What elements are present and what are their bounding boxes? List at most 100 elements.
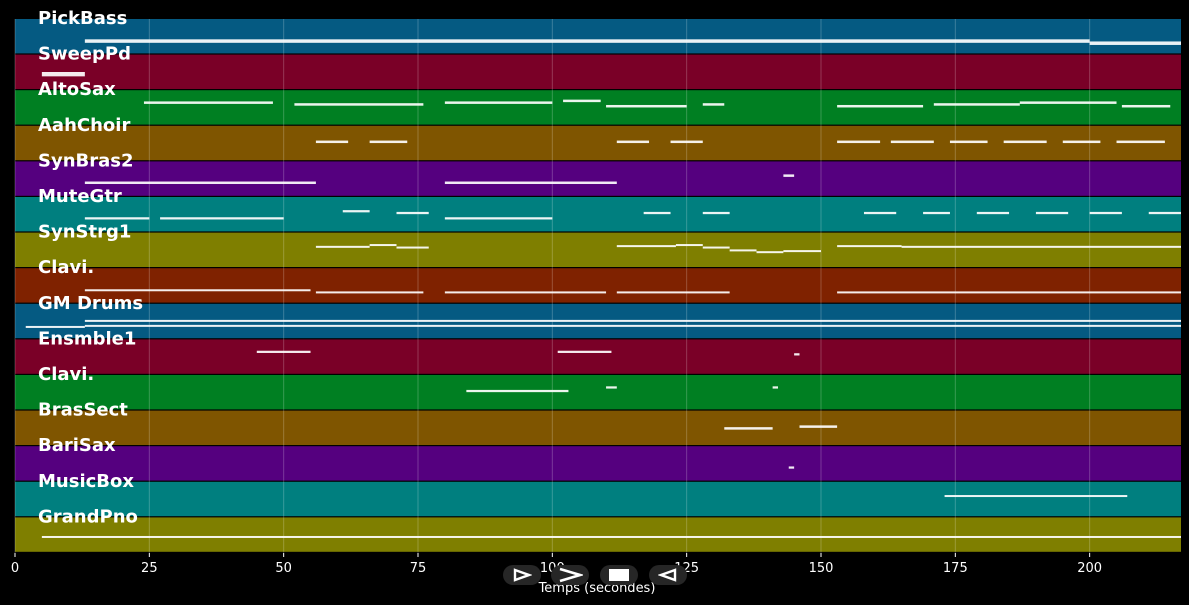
note-block [670, 140, 703, 144]
track-band [15, 54, 1181, 89]
note-block [466, 389, 569, 393]
note-block [444, 291, 607, 294]
note-block [41, 535, 1182, 538]
note-block [143, 101, 273, 104]
track-band [15, 410, 1181, 445]
note-block [1089, 211, 1122, 215]
note-block [563, 99, 601, 103]
note-block [783, 250, 821, 253]
track-label: AahChoir [38, 115, 130, 136]
note-block [256, 350, 311, 353]
note-block [788, 466, 795, 469]
note-block [84, 181, 316, 185]
note-block [616, 140, 650, 144]
note-block [557, 350, 612, 353]
track-band [15, 446, 1181, 481]
track-band [15, 481, 1181, 517]
note-block [1121, 104, 1171, 108]
track-labels: PickBass SweepPd AltoSax AahChoir SynBras2 Mu… [38, 8, 143, 527]
track-label: PickBass [38, 8, 127, 29]
note-block [702, 103, 725, 106]
tracks-layer [15, 19, 1181, 552]
note-block [1062, 140, 1101, 144]
note-block [702, 246, 730, 249]
note-block [1116, 140, 1165, 144]
note-block [160, 217, 284, 220]
note-block [933, 103, 1020, 106]
note-block [837, 245, 902, 248]
track-label: Clavi. [38, 257, 94, 278]
x-tick-label: 75 [410, 561, 427, 576]
note-block [444, 101, 553, 104]
note-block [724, 427, 773, 430]
track-label: MuteGtr [38, 186, 122, 207]
notes-layer [25, 39, 1182, 538]
note-block [396, 246, 429, 249]
note-block [756, 251, 784, 254]
track-band [15, 161, 1181, 196]
track-label: MusicBox [38, 471, 134, 492]
play-button[interactable] [503, 565, 541, 585]
note-block [315, 140, 349, 144]
track-band [15, 268, 1181, 303]
note-block [606, 386, 617, 389]
x-tick-label: 175 [943, 561, 968, 576]
note-block [923, 211, 950, 215]
note-block [944, 495, 1128, 498]
note-block [616, 245, 676, 248]
track-band [15, 339, 1181, 374]
playback-controls [503, 565, 689, 587]
track-label: Ensmble1 [38, 328, 136, 349]
note-block [1019, 101, 1117, 104]
track-label: SweepPd [38, 44, 131, 65]
track-label: BrasSect [38, 400, 128, 421]
note-block [1035, 211, 1069, 215]
note-block [84, 319, 1181, 322]
note-block [794, 353, 800, 356]
note-block [643, 211, 671, 215]
note-block [342, 210, 370, 213]
track-band [15, 375, 1181, 410]
note-block [837, 291, 1181, 294]
track-label: GM Drums [38, 293, 143, 314]
note-block [1148, 211, 1181, 215]
note-block [369, 140, 408, 144]
note-block [702, 211, 730, 215]
note-block [84, 39, 1090, 43]
note-block [616, 291, 730, 294]
note-block [863, 211, 897, 215]
track-band [15, 19, 1181, 54]
note-block [444, 217, 553, 220]
track-label: Clavi. [38, 364, 94, 385]
fast-forward-button[interactable] [551, 565, 589, 585]
note-block [949, 140, 988, 144]
note-block [837, 104, 924, 108]
track-label: AltoSax [38, 79, 116, 100]
note-block [783, 174, 795, 177]
note-block [294, 103, 424, 106]
track-band [15, 232, 1181, 267]
note-block [1003, 140, 1047, 144]
stop-button[interactable] [600, 565, 638, 585]
track-label: BariSax [38, 435, 116, 456]
note-block [675, 244, 703, 247]
note-block [41, 71, 85, 77]
grid-layer [14, 19, 1091, 553]
note-block [315, 245, 370, 248]
play-icon [513, 568, 532, 582]
rewind-icon [658, 568, 677, 582]
x-tick-label: 150 [809, 561, 834, 576]
rewind-button[interactable] [649, 565, 687, 585]
track-label: GrandPno [38, 506, 138, 527]
note-block [25, 325, 85, 328]
x-tick-label: 50 [275, 561, 292, 576]
note-block [890, 140, 934, 144]
note-block [369, 244, 397, 247]
note-block [84, 289, 311, 292]
note-block [444, 181, 617, 185]
x-tick-label: 0 [11, 561, 19, 576]
note-block [606, 104, 687, 108]
stop-icon [609, 569, 629, 581]
track-label: SynStrg1 [38, 222, 131, 243]
